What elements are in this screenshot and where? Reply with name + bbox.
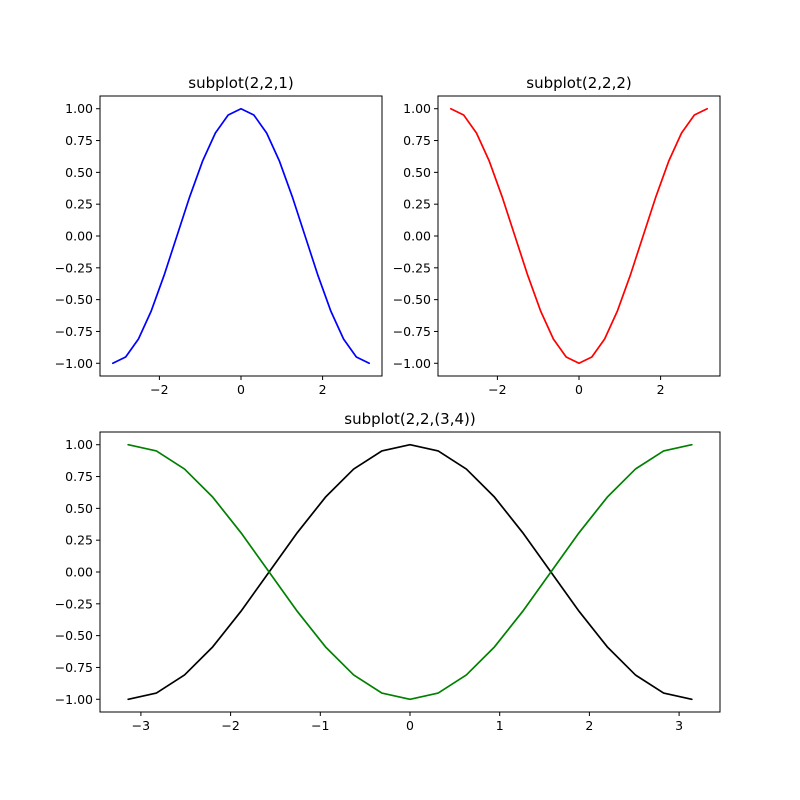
subplot-3-ytick-label: 0.75 [65, 469, 93, 484]
subplot-1-ytick-label: 0.00 [65, 229, 93, 244]
subplot-1-ytick-label: −0.75 [55, 324, 93, 339]
subplot-1-ytick-label: 0.25 [65, 197, 93, 212]
subplot-1-ytick-label: 1.00 [65, 101, 93, 116]
subplot-1-series-1-line [111, 107, 371, 365]
subplot-3-series-2-line [127, 443, 693, 701]
subplot-2: subplot(2,2,2) −2 0 2 −1.00 −0.75 −0.50 −0.25 0… [393, 74, 721, 397]
subplot-2-series-1-line [449, 107, 709, 365]
subplot-3-ytick-label: 0.25 [65, 533, 93, 548]
subplot-3-ytick-label: −0.75 [55, 660, 93, 675]
subplot-3: subplot(2,2,(3,4)) −3 −2 −1 0 1 2 3 −1.00 −0.75 −… [55, 410, 721, 733]
subplot-3-series-1-line [127, 443, 693, 701]
subplot-1-ytick-label: −0.25 [55, 260, 93, 275]
subplot-3-ytick-label: −0.50 [55, 628, 93, 643]
subplot-3-xtick-label: −2 [221, 718, 239, 733]
subplot-3-xtick-label: −1 [311, 718, 329, 733]
subplot-2-xtick-label: 2 [657, 382, 665, 397]
subplot-1-title: subplot(2,2,1) [188, 74, 293, 92]
subplot-1-ytick-label: −0.50 [55, 292, 93, 307]
subplot-2-ytick-label: 0.25 [403, 197, 431, 212]
subplot-3-xtick-label: 2 [585, 718, 593, 733]
subplot-3-xtick-label: 3 [675, 718, 683, 733]
subplot-2-ytick-label: 0.50 [403, 165, 431, 180]
subplot-3-title: subplot(2,2,(3,4)) [344, 410, 475, 428]
subplot-3-xtick-label: 0 [406, 718, 414, 733]
subplot-1-xtick-label: −2 [150, 382, 168, 397]
subplot-2-xtick-label: −2 [488, 382, 506, 397]
subplot-2-xtick-label: 0 [575, 382, 583, 397]
subplot-2-title: subplot(2,2,2) [526, 74, 631, 92]
subplot-2-ytick-label: −1.00 [393, 356, 431, 371]
subplot-1-ytick-label: −1.00 [55, 356, 93, 371]
subplot-2-ytick-label: 1.00 [403, 101, 431, 116]
subplot-2-ytick-label: 0.75 [403, 133, 431, 148]
subplot-3-xtick-label: −3 [132, 718, 150, 733]
subplot-2-ytick-label: −0.25 [393, 260, 431, 275]
subplot-3-ytick-label: −0.25 [55, 596, 93, 611]
subplot-3-xtick-label: 1 [496, 718, 504, 733]
subplot-2-ytick-label: −0.75 [393, 324, 431, 339]
subplot-3-ytick-label: −1.00 [55, 692, 93, 707]
subplot-3-ytick-label: 0.00 [65, 565, 93, 580]
subplot-1-xtick-label: 2 [319, 382, 327, 397]
subplot-1-ytick-label: 0.75 [65, 133, 93, 148]
subplot-2-ytick-label: −0.50 [393, 292, 431, 307]
subplot-1-ytick-label: 0.50 [65, 165, 93, 180]
subplot-2-ytick-label: 0.00 [403, 229, 431, 244]
subplot-1-xtick-label: 0 [237, 382, 245, 397]
subplot-3-ytick-label: 0.50 [65, 501, 93, 516]
subplot-1: subplot(2,2,1) −2 0 2 −1.00 −0.75 −0.50 −0.25 0… [55, 74, 383, 397]
subplot-3-ytick-label: 1.00 [65, 437, 93, 452]
